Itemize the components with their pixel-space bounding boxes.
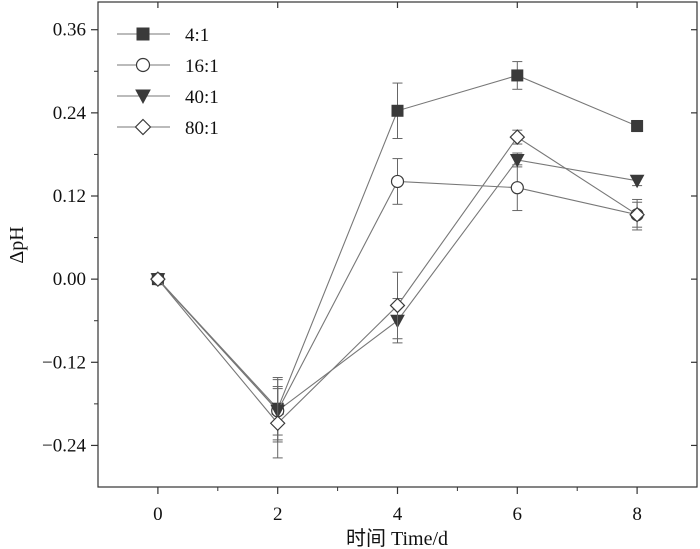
- data-point: [511, 69, 524, 82]
- data-point: [391, 104, 404, 117]
- data-point: [150, 271, 166, 287]
- y-tick-label: −0.12: [42, 352, 86, 373]
- y-tick-label: −0.24: [42, 435, 86, 456]
- data-point: [509, 129, 526, 145]
- legend: 4:1 16:1 40:1 80:1: [117, 25, 219, 139]
- x-tick-label: 6: [513, 504, 523, 525]
- x-axis-title: 时间 Time/d: [346, 527, 448, 549]
- legend-label: 4:1: [185, 25, 209, 46]
- legend-label: 40:1: [185, 87, 219, 108]
- data-point: [389, 297, 406, 314]
- y-tick-label: 0.24: [53, 103, 87, 124]
- x-tick-label: 4: [393, 504, 403, 525]
- data-point: [510, 181, 524, 195]
- legend-label: 16:1: [185, 56, 219, 77]
- x-tick-label: 2: [273, 504, 283, 525]
- legend-marker: [135, 89, 151, 105]
- axis-ticks: 0 2 4 6 8 −0.24 −0.12 0.00 0.12 0.24 0.36: [42, 2, 697, 525]
- x-tick-label: 0: [153, 504, 163, 525]
- data-point: [390, 174, 405, 189]
- series-4-1: [151, 61, 644, 441]
- y-axis-title: ΔpH: [6, 226, 28, 263]
- legend-marker: [134, 118, 152, 136]
- data-point: [629, 174, 645, 189]
- data-point: [509, 153, 525, 168]
- data-point: [269, 415, 286, 432]
- series-80-1: [150, 129, 645, 459]
- data-point: [629, 206, 645, 223]
- series-layer: [150, 61, 645, 459]
- data-point: [631, 120, 644, 133]
- x-tick-label: 8: [632, 504, 642, 525]
- y-tick-label: 0.00: [53, 269, 86, 290]
- y-tick-label: 0.12: [53, 186, 86, 207]
- legend-label: 80:1: [185, 118, 219, 139]
- y-tick-label: 0.36: [53, 20, 86, 41]
- legend-marker: [135, 57, 151, 73]
- legend-marker: [136, 27, 150, 41]
